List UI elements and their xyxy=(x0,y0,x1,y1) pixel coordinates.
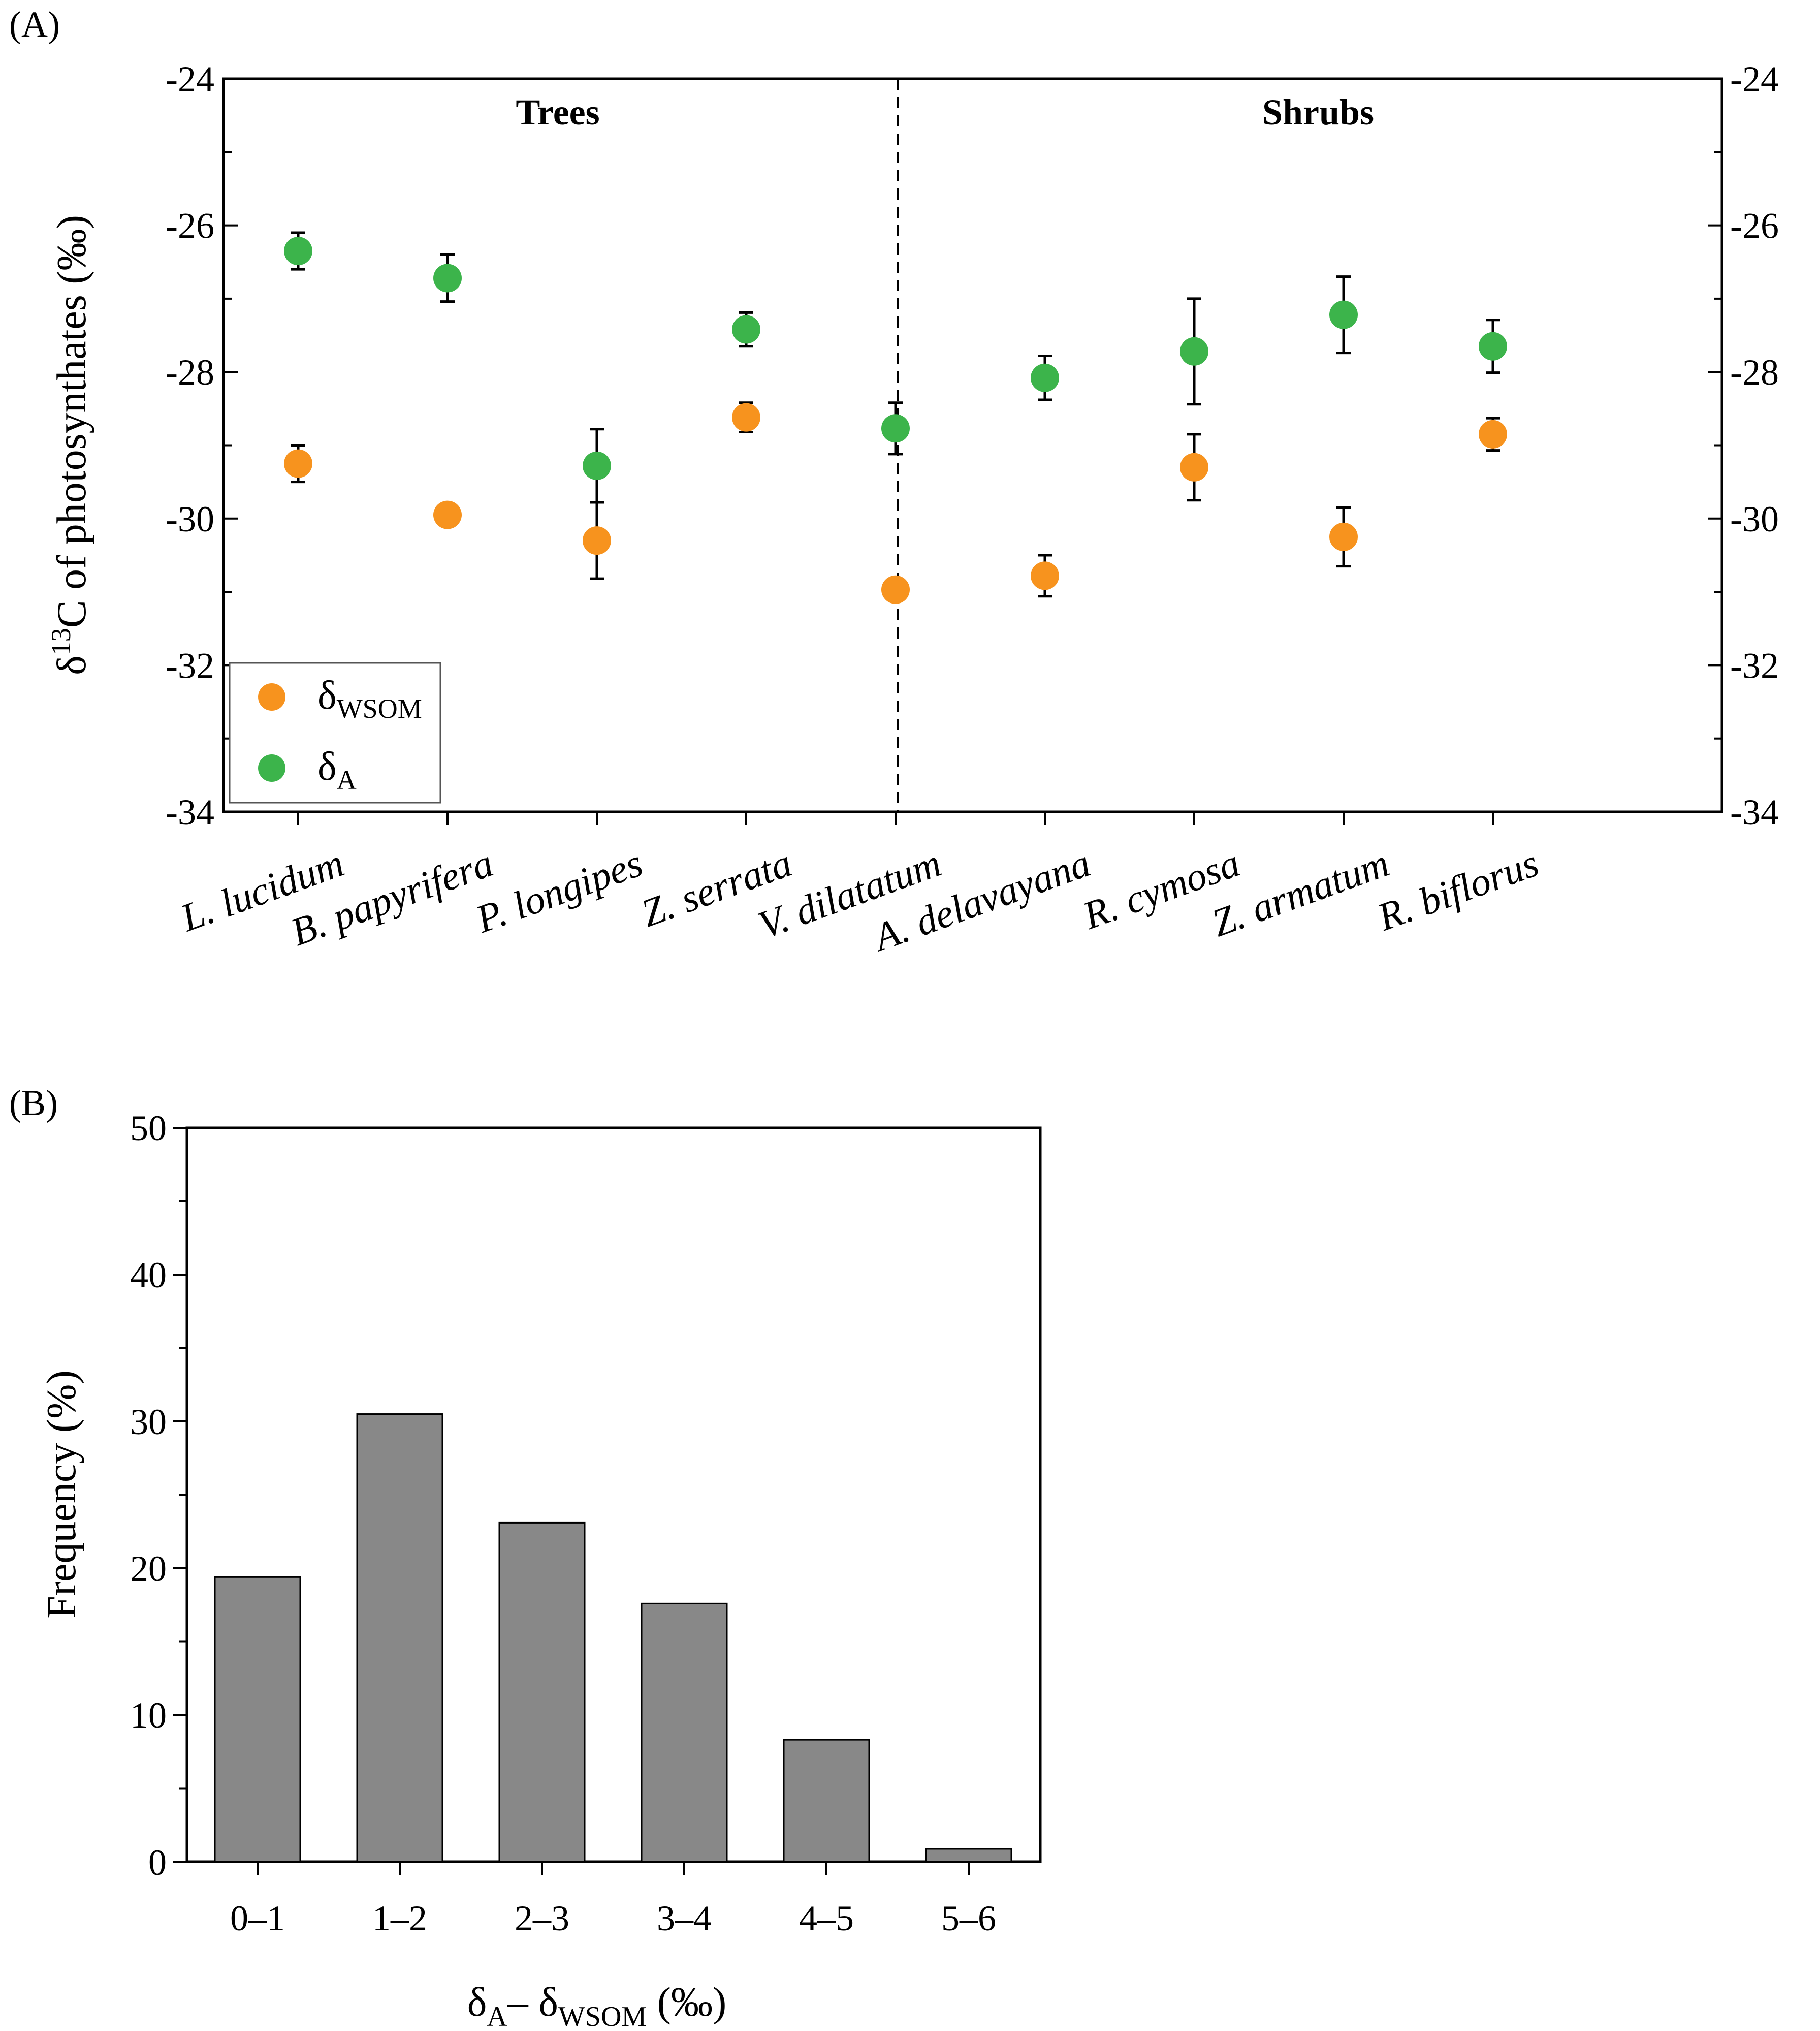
panel-a-data-points xyxy=(284,231,1507,604)
y-tick-label: -28 xyxy=(166,352,214,393)
panel-b-y-axis-title: Frequency (%) xyxy=(38,1370,84,1619)
x-tick-label: 5–6 xyxy=(941,1898,996,1939)
legend-wsom-delta: δ xyxy=(317,673,337,718)
x-title-sub-wsom: WSOM xyxy=(558,2001,647,2031)
panel-b-x-axis: 0–1 1–2 2–3 3–4 4–5 5–6 xyxy=(230,1862,996,1939)
point-wsom xyxy=(433,500,462,529)
point-wsom xyxy=(881,575,910,604)
point-a xyxy=(1031,363,1059,392)
panel-a-right-y-axis: -24 -26 -28 -30 -32 -34 xyxy=(1708,59,1779,833)
y-tick-label: 10 xyxy=(130,1695,167,1736)
point-wsom xyxy=(1329,522,1358,551)
x-title-delta-a: δ xyxy=(467,1979,487,2025)
group-title-trees: Trees xyxy=(516,92,599,133)
panel-b-y-axis: 0 10 20 30 40 50 xyxy=(130,1108,187,1883)
panel-b-label: (B) xyxy=(9,1083,58,1123)
y-tick-label: 50 xyxy=(130,1108,167,1149)
panel-b-x-axis-title: δA– δWSOM (‰) xyxy=(467,1979,727,2031)
category-label: P. longipes xyxy=(470,840,648,941)
point-wsom xyxy=(1031,561,1059,590)
y-title-superscript: 13 xyxy=(46,628,76,655)
y-tick-label: 0 xyxy=(148,1842,167,1883)
y-right-tick-label: -28 xyxy=(1730,352,1779,393)
point-a xyxy=(1329,300,1358,329)
panel-a-x-axis xyxy=(297,812,1494,825)
y-right-tick-label: -32 xyxy=(1730,645,1779,686)
category-label: R. biflorus xyxy=(1371,840,1544,939)
x-title-sub-a: A xyxy=(487,2001,507,2031)
y-tick-label: -34 xyxy=(166,792,214,833)
y-title-delta: δ xyxy=(48,655,94,675)
x-tick-label: 3–4 xyxy=(657,1898,712,1939)
panel-a-y-axis-title: δ13C of photosynthates (‰) xyxy=(46,215,94,675)
y-tick-label: -30 xyxy=(166,499,214,540)
bar xyxy=(641,1602,728,1863)
point-wsom xyxy=(1479,420,1507,449)
y-right-tick-label: -26 xyxy=(1730,206,1779,246)
y-right-tick-label: -34 xyxy=(1730,792,1779,833)
point-a xyxy=(881,414,910,443)
point-a xyxy=(1479,332,1507,361)
point-a xyxy=(284,237,312,266)
legend-marker-wsom xyxy=(258,683,285,711)
y-tick-label: -24 xyxy=(166,59,214,100)
y-tick-label: 20 xyxy=(130,1548,167,1589)
bar xyxy=(925,1848,1012,1863)
x-tick-label: 4–5 xyxy=(799,1898,854,1939)
x-tick-label: 1–2 xyxy=(372,1898,427,1939)
y-tick-label: 40 xyxy=(130,1255,167,1295)
panel-a: (A) Trees Shrubs -24-26-28-30-32-34 -24-… xyxy=(9,4,1779,960)
bar xyxy=(498,1521,586,1863)
panel-a-label: (A) xyxy=(9,4,60,45)
legend-a-subscript: A xyxy=(337,765,357,795)
x-title-unit: (‰) xyxy=(647,1979,726,2025)
y-right-tick-label: -24 xyxy=(1730,59,1779,100)
x-tick-label: 2–3 xyxy=(515,1898,569,1939)
point-a xyxy=(583,451,611,480)
legend-label-wsom: δWSOM xyxy=(317,673,422,724)
y-right-tick-label: -30 xyxy=(1730,499,1779,540)
panel-b-plot-frame xyxy=(185,1126,1042,1863)
bar xyxy=(356,1413,443,1863)
bar xyxy=(783,1739,870,1863)
panel-a-legend: δWSOM δA xyxy=(229,662,441,804)
legend-a-delta: δ xyxy=(317,744,337,789)
point-wsom xyxy=(583,526,611,555)
panel-a-left-y-axis: -24 -26 -28 -30 -32 -34 xyxy=(166,59,238,833)
panel-b: (B) 0 10 20 30 40 50 0–1 1–2 2–3 3–4 4–5 5–6 Frequ… xyxy=(9,1083,1042,2031)
point-wsom xyxy=(284,449,312,478)
point-wsom xyxy=(732,403,760,432)
point-a xyxy=(1180,337,1208,366)
y-tick-label: -32 xyxy=(166,645,214,686)
panel-b-bars xyxy=(214,1413,1012,1863)
x-title-delta-wsom: – δ xyxy=(507,1979,558,2025)
group-title-shrubs: Shrubs xyxy=(1262,92,1374,133)
legend-wsom-subscript: WSOM xyxy=(337,693,422,724)
legend-marker-a xyxy=(258,754,285,782)
point-wsom xyxy=(1180,453,1208,482)
point-a xyxy=(732,315,760,344)
legend-label-a: δA xyxy=(317,744,357,795)
point-a xyxy=(433,264,462,293)
x-tick-label: 0–1 xyxy=(230,1898,285,1939)
y-tick-label: -26 xyxy=(166,206,214,246)
y-title-text: C of photosynthates (‰) xyxy=(48,215,94,628)
y-tick-label: 30 xyxy=(130,1402,167,1442)
bar xyxy=(214,1576,301,1863)
